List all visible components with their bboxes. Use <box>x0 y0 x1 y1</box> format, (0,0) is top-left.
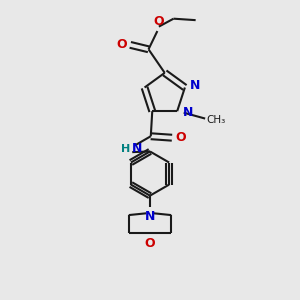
Text: O: O <box>154 14 164 28</box>
Text: N: N <box>190 79 201 92</box>
Text: O: O <box>145 237 155 250</box>
Text: N: N <box>145 210 155 224</box>
Text: N: N <box>182 106 193 119</box>
Text: CH₃: CH₃ <box>207 115 226 125</box>
Text: N: N <box>132 142 142 155</box>
Text: O: O <box>116 38 127 51</box>
Text: O: O <box>176 131 186 144</box>
Text: H: H <box>121 144 130 154</box>
